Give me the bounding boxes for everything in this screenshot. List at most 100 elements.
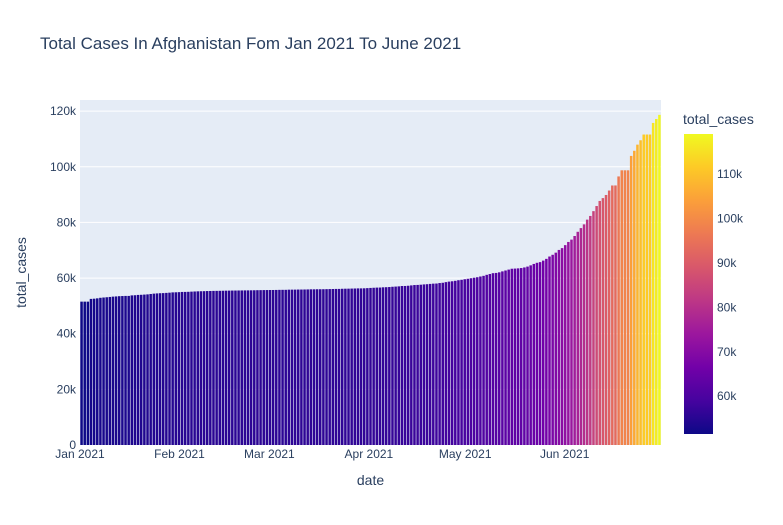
colorbar-tick-label: 60k	[717, 389, 737, 403]
bar	[482, 275, 485, 445]
bar	[535, 262, 539, 445]
bar	[356, 288, 360, 445]
bar	[350, 288, 353, 445]
bar	[271, 289, 275, 445]
bar	[548, 256, 551, 445]
bar	[262, 290, 265, 445]
bar	[375, 287, 379, 445]
bar	[80, 301, 83, 445]
bar	[209, 290, 212, 445]
bar	[287, 289, 291, 445]
x-tick-label: Apr 2021	[345, 447, 394, 461]
bar	[538, 262, 542, 445]
bar	[158, 293, 162, 445]
bar	[331, 289, 335, 445]
bar	[253, 290, 256, 445]
bar	[196, 291, 200, 445]
colorbar-tick-label: 70k	[717, 345, 737, 359]
bar	[127, 295, 130, 445]
bar	[510, 268, 514, 445]
bar	[149, 293, 152, 445]
bar	[215, 290, 218, 445]
bar	[278, 289, 281, 445]
bar	[507, 269, 510, 445]
bar	[86, 301, 90, 445]
bar	[469, 278, 473, 445]
bar	[337, 288, 341, 445]
bar	[551, 254, 554, 445]
bar	[369, 287, 372, 445]
bar	[617, 176, 620, 445]
bar	[554, 252, 558, 445]
x-tick-label: Feb 2021	[154, 447, 205, 461]
bar	[658, 114, 661, 446]
bar	[353, 288, 357, 445]
bar	[306, 289, 309, 445]
bar	[268, 290, 272, 445]
bar	[340, 288, 344, 445]
bar	[400, 286, 404, 445]
bar	[633, 150, 636, 445]
bar	[582, 224, 586, 445]
y-tick-label: 100k	[50, 160, 77, 174]
colorbar-tick-label: 100k	[717, 211, 744, 225]
bar	[579, 228, 583, 445]
bar	[309, 289, 313, 445]
bar	[259, 290, 262, 445]
bar	[501, 271, 504, 445]
bar	[284, 289, 287, 445]
bar	[218, 290, 222, 445]
bar	[231, 290, 234, 445]
bar	[265, 290, 269, 445]
bar	[303, 289, 306, 445]
bar	[174, 292, 178, 445]
bar	[595, 206, 598, 445]
x-tick-label: May 2021	[439, 447, 492, 461]
bar	[180, 291, 184, 445]
bar	[454, 280, 457, 445]
bar	[406, 285, 410, 445]
bar	[529, 265, 532, 445]
bar	[155, 293, 159, 445]
bar	[114, 296, 118, 445]
bar	[447, 281, 451, 445]
bar	[655, 119, 658, 445]
bar	[168, 292, 171, 445]
y-tick-label: 80k	[57, 215, 77, 229]
bar	[519, 268, 523, 445]
bar	[246, 290, 250, 445]
bar	[611, 185, 614, 446]
bar	[545, 258, 548, 445]
bar	[227, 290, 231, 445]
bar	[589, 215, 592, 445]
y-tick-label: 40k	[57, 327, 77, 341]
bar	[441, 282, 444, 445]
bar	[240, 290, 243, 445]
bar	[102, 297, 105, 445]
bar	[293, 289, 297, 445]
bar	[378, 287, 382, 445]
bar	[639, 140, 642, 445]
bar	[592, 211, 595, 445]
bar	[425, 284, 429, 445]
y-axis-title: total_cases	[13, 237, 29, 308]
bar	[498, 272, 501, 445]
bar	[636, 144, 639, 445]
bar	[190, 291, 193, 445]
bar	[413, 285, 416, 445]
bar	[391, 286, 394, 445]
bar	[463, 279, 466, 445]
bar	[526, 266, 529, 445]
bar	[187, 291, 190, 445]
bar	[171, 292, 174, 445]
bar	[428, 283, 432, 445]
bar	[384, 287, 388, 445]
bar	[403, 285, 407, 445]
bar	[410, 285, 413, 445]
y-tick-label: 0	[69, 438, 76, 452]
bar	[397, 286, 401, 445]
colorbar-tick-label: 110k	[717, 167, 743, 181]
bar	[243, 290, 247, 445]
x-axis-title: date	[357, 472, 384, 488]
